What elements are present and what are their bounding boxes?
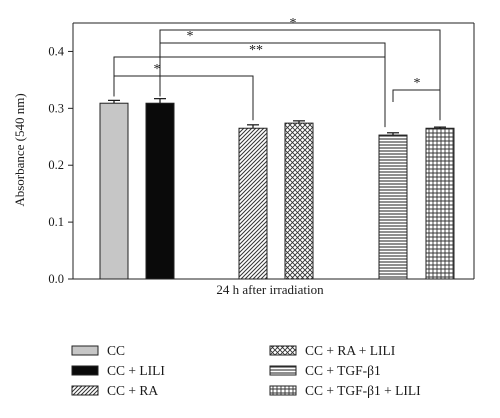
legend-swatch	[269, 385, 297, 396]
significance-label: **	[249, 43, 263, 58]
y-axis-title: Absorbance (540 nm)	[12, 93, 27, 206]
significance-bracket	[113, 75, 254, 121]
legend-label: CC + TGF-β1	[305, 363, 381, 378]
legend-label: CC + TGF-β1 + LILI	[305, 383, 421, 398]
y-tick-label: 0.0	[48, 272, 64, 286]
bar	[425, 127, 455, 280]
bar	[378, 134, 408, 280]
significance-bracket	[159, 42, 386, 121]
y-tick-label: 0.1	[48, 215, 64, 229]
significance-label: *	[290, 16, 297, 31]
y-tick-label: 0.3	[48, 101, 64, 115]
bar	[238, 127, 268, 280]
x-axis-title: 24 h after irradiation	[216, 282, 324, 297]
bar	[99, 102, 129, 280]
legend-label: CC + LILI	[107, 363, 165, 378]
legend-label: CC + RA	[107, 383, 158, 398]
y-tick-label: 0.4	[48, 44, 64, 58]
y-tick-label: 0.2	[48, 158, 64, 172]
significance-label: *	[187, 29, 194, 44]
legend-swatch	[71, 345, 99, 356]
significance-bracket	[159, 29, 441, 121]
bar	[145, 102, 175, 280]
bar	[284, 122, 314, 280]
legend-label: CC	[107, 343, 125, 358]
significance-label: *	[414, 76, 421, 91]
significance-bracket	[392, 89, 441, 112]
legend-swatch	[269, 345, 297, 356]
significance-label: *	[154, 62, 161, 77]
legend-swatch	[71, 385, 99, 396]
legend-swatch	[71, 365, 99, 376]
legend-label: CC + RA + LILI	[305, 343, 396, 358]
legend-swatch	[269, 365, 297, 376]
